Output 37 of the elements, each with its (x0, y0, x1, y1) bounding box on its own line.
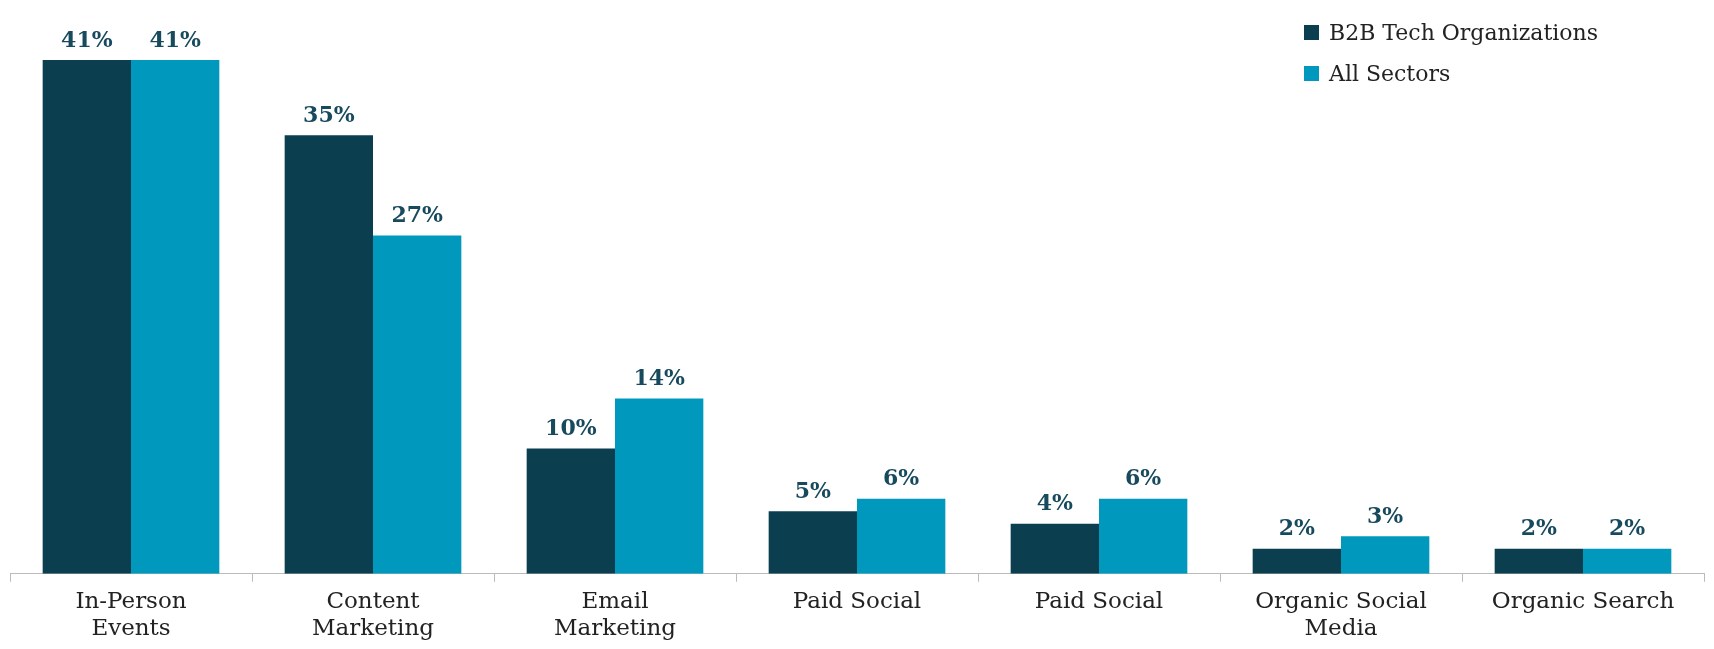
bar (1341, 536, 1430, 574)
bar (1494, 548, 1583, 574)
data-label: 35% (303, 101, 355, 128)
bar (615, 398, 704, 574)
data-label: 2% (1520, 514, 1558, 541)
bar (1010, 523, 1099, 574)
bar (42, 60, 131, 574)
data-label: 2% (1278, 514, 1316, 541)
data-label: 4% (1036, 489, 1074, 516)
data-label: 6% (1125, 464, 1162, 491)
data-label: 41% (149, 25, 202, 52)
data-label: 14% (633, 364, 686, 391)
bar (284, 135, 373, 574)
data-label: 3% (1367, 501, 1404, 528)
legend-label: B2B Tech Organizations (1329, 20, 1599, 45)
bar (1252, 548, 1341, 574)
bar (1583, 548, 1672, 574)
bar (526, 448, 615, 574)
data-label: 41% (61, 25, 113, 52)
data-label: 10% (545, 414, 597, 441)
data-label: 27% (391, 201, 444, 228)
x-tick-label: Organic Search (1491, 586, 1675, 613)
bar (131, 60, 220, 574)
x-tick-label: Paid Social (792, 586, 922, 613)
bar (373, 235, 462, 574)
data-label: 2% (1609, 514, 1646, 541)
x-tick-label: Organic Social Media (1255, 586, 1427, 641)
x-tick-label: Paid Social (1034, 586, 1164, 613)
data-label: 5% (794, 476, 832, 503)
legend-label: All Sectors (1329, 61, 1451, 86)
data-label: 6% (883, 464, 920, 491)
x-tick-label: In-Person Events (75, 586, 187, 641)
bar (1099, 498, 1188, 574)
x-tick-label: Email Marketing (554, 586, 677, 641)
bar (768, 511, 857, 574)
x-tick-label: Content Marketing (312, 586, 435, 641)
bar (857, 498, 946, 574)
